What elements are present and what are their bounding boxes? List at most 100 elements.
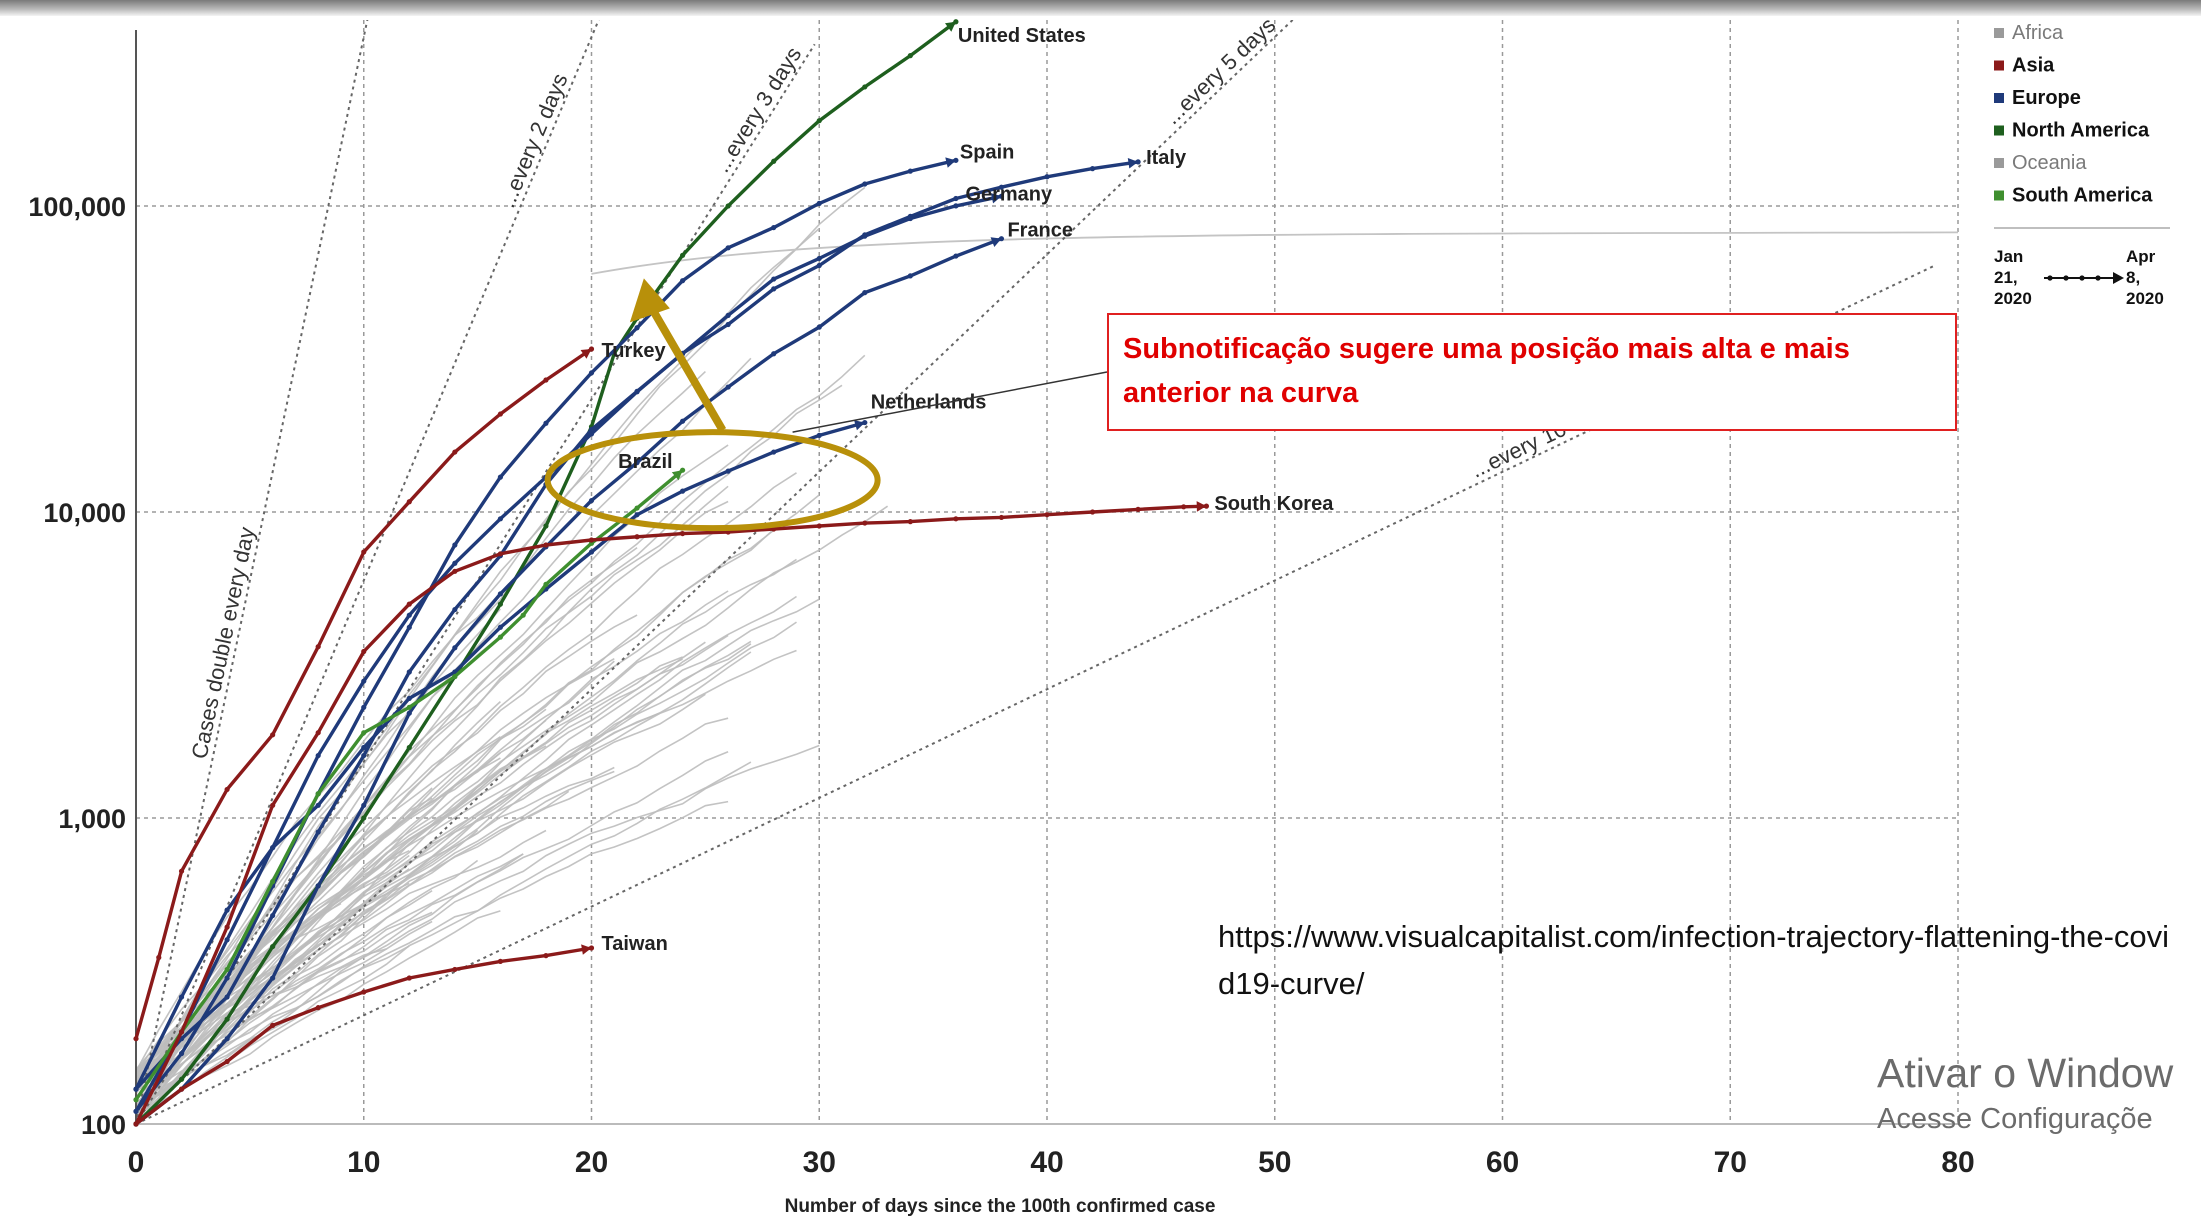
data-point-south-korea-22: [1135, 506, 1141, 512]
legend-end-date-part-0: Apr: [2126, 247, 2156, 266]
data-point-germany-11: [634, 388, 640, 394]
legend-swatch-south-america: [1994, 190, 2004, 201]
country-label-germany: Germany: [965, 183, 1053, 205]
data-point-italy-6: [406, 612, 412, 618]
data-point-brazil-3: [270, 878, 276, 885]
legend-label-africa: Africa: [2012, 22, 2064, 44]
series-arrowhead-germany: [990, 193, 1002, 204]
window-top-bar: [0, 0, 2201, 16]
doubling-label-1-days: Cases double every day: [187, 525, 260, 761]
data-point-italy-21: [1089, 166, 1096, 172]
country-label-united-states: United States: [958, 25, 1086, 47]
data-point-turkey-9: [497, 411, 503, 417]
data-point-turkey-1: [156, 954, 162, 961]
data-point-germany-2: [224, 994, 230, 1000]
data-point-united-states-3: [270, 943, 276, 950]
legend-label-south-america: South America: [2012, 185, 2153, 207]
data-point-taiwan-5: [361, 989, 367, 995]
data-point-germany-7: [452, 606, 458, 613]
data-point-netherlands-16: [862, 419, 868, 426]
data-point-south-korea-1: [178, 1029, 185, 1035]
data-point-turkey-5: [315, 644, 321, 650]
data-point-brazil-2: [224, 966, 230, 973]
data-point-france-8: [497, 591, 503, 597]
doubling-label-3-days: ...every 3 days: [709, 42, 806, 176]
data-point-france-5: [361, 802, 367, 808]
data-point-italy-20: [1044, 174, 1050, 180]
data-point-germany-19: [998, 193, 1005, 199]
data-point-brazil-12: [634, 505, 640, 511]
region-legend: Africa Asia Europe North America Oceania Sout…: [1994, 22, 2170, 308]
data-point-taiwan-9: [543, 953, 549, 959]
data-point-france-17: [907, 273, 913, 279]
other-country-trajectory-62: [135, 656, 683, 1083]
legend-date-dot-1: [2063, 275, 2069, 281]
data-point-spain-9: [543, 420, 549, 426]
data-point-taiwan-0: [133, 1121, 139, 1127]
x-axis-label: Number of days since the 100th confirmed…: [785, 1196, 1216, 1217]
brazil-arrow-shaft: [648, 306, 727, 433]
data-point-netherlands-6: [406, 695, 412, 701]
data-point-germany-5: [361, 752, 367, 759]
data-point-spain-17: [907, 168, 913, 174]
data-point-south-korea-7: [452, 568, 458, 574]
series-line-south-korea: [134, 504, 1207, 1125]
other-country-trajectory-40: [135, 829, 479, 1125]
data-point-brazil-5: [361, 730, 367, 736]
other-country-trajectory-44: [135, 558, 797, 1090]
legend-end-date-part-2: 2020: [2126, 289, 2164, 308]
data-point-france-6: [406, 710, 412, 716]
doubling-line-1-days: [135, 20, 369, 1125]
data-point-turkey-10: [543, 377, 549, 383]
data-point-spain-6: [406, 624, 412, 630]
data-point-france-13: [725, 384, 731, 390]
data-point-netherlands-4: [315, 802, 321, 808]
legend-date-arrowhead: [2113, 272, 2124, 284]
data-point-spain-16: [862, 181, 868, 187]
data-point-germany-17: [907, 215, 913, 222]
series-arrowhead-brazil: [671, 470, 683, 481]
data-point-spain-11: [634, 325, 640, 331]
legend-label-asia: Asia: [2012, 55, 2055, 77]
data-point-united-states-14: [725, 203, 731, 209]
data-point-taiwan-10: [588, 945, 595, 951]
series-line-turkey: [134, 347, 593, 1040]
series-line-brazil: [134, 468, 684, 1101]
data-point-italy-5: [361, 678, 367, 684]
data-point-italy-8: [497, 516, 503, 522]
data-point-brazil-10: [543, 581, 549, 587]
watermark-line-1: Ativar o Window: [1877, 1050, 2174, 1096]
data-point-germany-15: [816, 255, 822, 262]
data-point-italy-14: [771, 286, 777, 292]
data-point-south-korea-23: [1181, 504, 1187, 510]
other-country-trajectory-18: [135, 640, 752, 1123]
other-country-trajectory-13: [135, 853, 524, 1112]
data-point-france-18: [953, 253, 959, 259]
data-point-france-12: [680, 418, 686, 424]
series-line-united-states: [134, 20, 957, 1126]
data-point-netherlands-5: [361, 744, 367, 751]
annotation-pointer-line: [792, 371, 1108, 433]
data-point-south-korea-10: [588, 537, 595, 543]
data-point-germany-4: [315, 829, 321, 835]
data-point-netherlands-11: [634, 512, 640, 518]
data-point-united-states-8: [497, 601, 503, 607]
data-point-south-korea-12: [680, 530, 686, 537]
annotation-text: Subnotificação sugere uma posição mais a…: [1123, 333, 1850, 409]
brazil-arrow-head: [629, 278, 670, 323]
other-country-trajectory-64: [135, 529, 775, 1082]
country-label-brazil: Brazil: [618, 451, 672, 473]
data-point-south-korea-11: [634, 534, 640, 540]
data-point-france-16: [862, 290, 868, 296]
country-label-turkey: Turkey: [602, 340, 667, 362]
data-point-netherlands-13: [725, 468, 731, 474]
source-url-text: https://www.visualcapitalist.com/infecti…: [1218, 919, 2170, 1001]
country-label-france: France: [1007, 220, 1073, 242]
other-country-trajectory-48: [135, 911, 433, 1082]
data-point-taiwan-2: [224, 1058, 230, 1065]
country-label-spain: Spain: [960, 141, 1014, 163]
data-point-united-states-1: [178, 1076, 185, 1082]
data-point-united-states-5: [361, 815, 367, 821]
legend-start-date-part-1: 21,: [1994, 268, 2018, 287]
country-label-netherlands: Netherlands: [871, 392, 987, 414]
